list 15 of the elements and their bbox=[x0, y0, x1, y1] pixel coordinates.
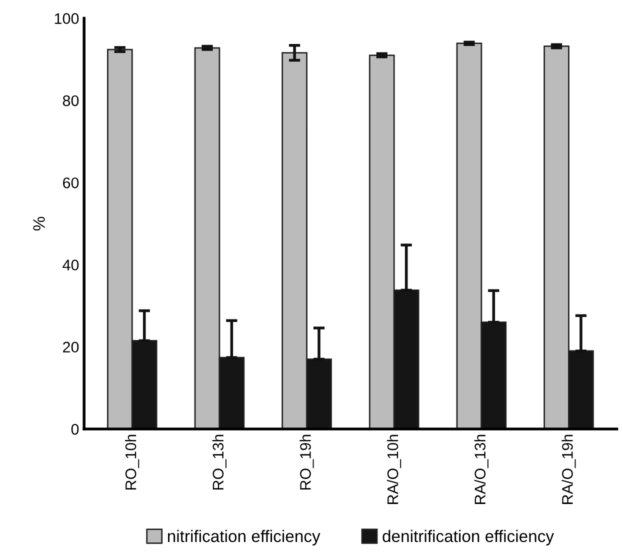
y-tick-label: 100 bbox=[54, 13, 79, 24]
x-tick-label: RA/O_19h bbox=[562, 434, 576, 504]
y-axis-title: % bbox=[33, 216, 45, 230]
x-tick-label: RO_10h bbox=[125, 434, 140, 490]
x-tick-label: RO_13h bbox=[212, 434, 226, 490]
y-tick-label: 80 bbox=[62, 95, 79, 106]
x-tick-label: RA/O_10h bbox=[386, 434, 402, 504]
y-tick-label: 20 bbox=[63, 342, 79, 353]
legend-label: denitrification efficiency bbox=[382, 530, 554, 546]
y-tick-label: 60 bbox=[63, 177, 79, 188]
x-tick-label: RO_19h bbox=[300, 434, 314, 490]
y-tick-label: 0 bbox=[71, 424, 79, 435]
legend-label: nitrification efficiency bbox=[168, 530, 320, 546]
y-tick-label: 40 bbox=[62, 260, 79, 270]
x-tick-label: RA/O_13h bbox=[474, 434, 488, 504]
